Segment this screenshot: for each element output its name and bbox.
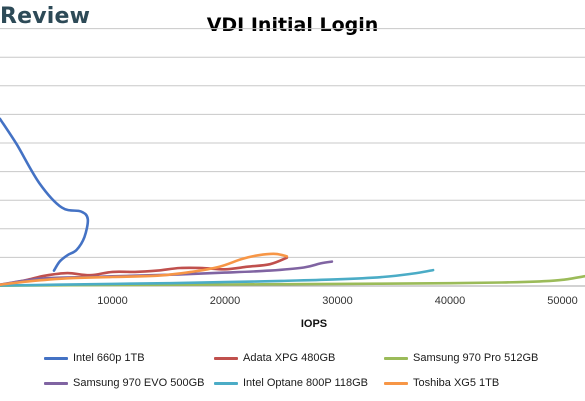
legend-swatch bbox=[44, 381, 68, 385]
legend-label: Samsung 970 Pro 512GB bbox=[413, 352, 539, 364]
x-tick-labels: 10000 20000 30000 40000 50000 bbox=[97, 295, 578, 307]
legend-swatch bbox=[384, 356, 408, 360]
legend-label: Intel Optane 800P 118GB bbox=[243, 377, 368, 389]
chart-legend: Intel 660p 1TB Adata XPG 480GB Samsung 970… bbox=[0, 346, 585, 396]
legend-swatch bbox=[44, 356, 68, 360]
legend-item: Intel Optane 800P 118GB bbox=[214, 377, 368, 389]
x-tick-label: 10000 bbox=[97, 295, 128, 307]
legend-swatch bbox=[214, 356, 238, 360]
chart-plot: 10000 20000 30000 40000 50000 IOPS bbox=[0, 28, 585, 330]
gridlines bbox=[0, 28, 585, 287]
legend-swatch bbox=[214, 381, 238, 385]
x-tick-label: 40000 bbox=[435, 295, 466, 307]
legend-swatch bbox=[384, 381, 408, 385]
legend-item: Adata XPG 480GB bbox=[214, 352, 335, 364]
series-line-4 bbox=[0, 268, 435, 287]
legend-item: Intel 660p 1TB bbox=[44, 352, 145, 364]
x-tick-label: 20000 bbox=[210, 295, 241, 307]
chart-title: VDI Initial Login bbox=[206, 14, 379, 36]
legend-label: Intel 660p 1TB bbox=[73, 352, 145, 364]
x-tick-label: 50000 bbox=[547, 295, 578, 307]
series-line-5 bbox=[0, 252, 289, 286]
legend-item: Toshiba XG5 1TB bbox=[384, 377, 499, 389]
legend-item: Samsung 970 EVO 500GB bbox=[44, 377, 204, 389]
legend-item: Samsung 970 Pro 512GB bbox=[384, 352, 538, 364]
brand-wordmark: Review bbox=[0, 4, 91, 29]
legend-label: Samsung 970 EVO 500GB bbox=[73, 377, 205, 389]
legend-label: Toshiba XG5 1TB bbox=[413, 377, 500, 389]
series-lines bbox=[0, 117, 585, 287]
legend-label: Adata XPG 480GB bbox=[243, 352, 336, 364]
series-line-0 bbox=[0, 117, 90, 272]
x-tick-label: 30000 bbox=[322, 295, 353, 307]
x-axis-label: IOPS bbox=[301, 318, 327, 330]
